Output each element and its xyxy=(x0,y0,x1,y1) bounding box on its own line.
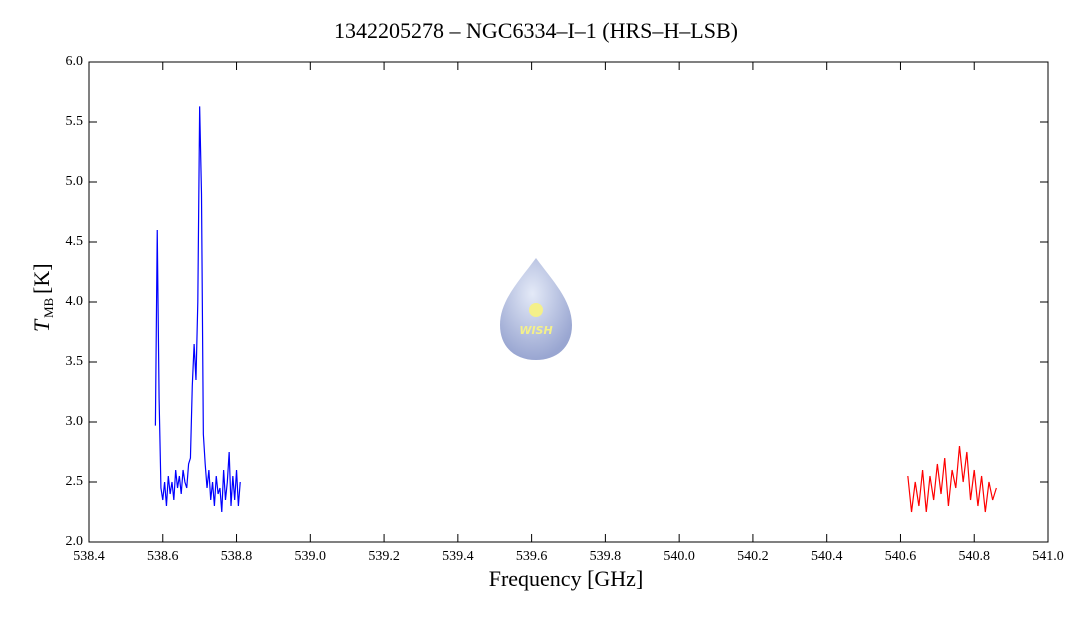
spectrum-line xyxy=(154,106,241,513)
y-tick-label: 5.5 xyxy=(66,114,84,129)
logo-text: WISH xyxy=(519,324,552,337)
x-tick-label: 539.4 xyxy=(442,549,474,564)
x-axis-label: Frequency [GHz] xyxy=(489,566,644,591)
spectrum-line xyxy=(907,445,997,513)
x-tick-label: 538.6 xyxy=(147,549,179,564)
chart-title: 1342205278 – NGC6334–I–1 (HRS–H–LSB) xyxy=(334,18,738,43)
y-label-unit: [K] xyxy=(29,263,54,294)
y-label-sub: MB xyxy=(41,297,56,318)
logo: WISH xyxy=(500,258,572,360)
x-tick-label: 538.8 xyxy=(221,549,253,564)
x-tick-label: 541.0 xyxy=(1032,549,1064,564)
y-tick-label: 4.5 xyxy=(66,234,84,249)
logo-star xyxy=(529,303,543,317)
y-tick-label: 3.5 xyxy=(66,354,84,369)
y-tick-label: 5.0 xyxy=(66,174,84,189)
y-axis-label: T MB [K] xyxy=(29,263,56,332)
y-tick-label: 4.0 xyxy=(66,294,84,309)
x-tick-label: 539.0 xyxy=(295,549,327,564)
x-tick-label: 539.6 xyxy=(516,549,548,564)
y-tick-label: 6.0 xyxy=(66,54,84,69)
y-tick-label: 2.5 xyxy=(66,474,84,489)
x-tick-label: 539.2 xyxy=(368,549,400,564)
x-tick-label: 540.0 xyxy=(663,549,695,564)
plot-frame xyxy=(88,61,1049,543)
x-tick-label: 540.8 xyxy=(958,549,990,564)
x-tick-label: 539.8 xyxy=(590,549,622,564)
y-tick-label: 3.0 xyxy=(66,414,84,429)
x-tick-label: 540.4 xyxy=(811,549,843,564)
y-label-main: T xyxy=(29,318,54,332)
y-tick-label: 2.0 xyxy=(66,534,84,549)
x-tick-label: 540.2 xyxy=(737,549,769,564)
x-tick-label: 540.6 xyxy=(885,549,917,564)
x-tick-label: 538.4 xyxy=(73,549,105,564)
